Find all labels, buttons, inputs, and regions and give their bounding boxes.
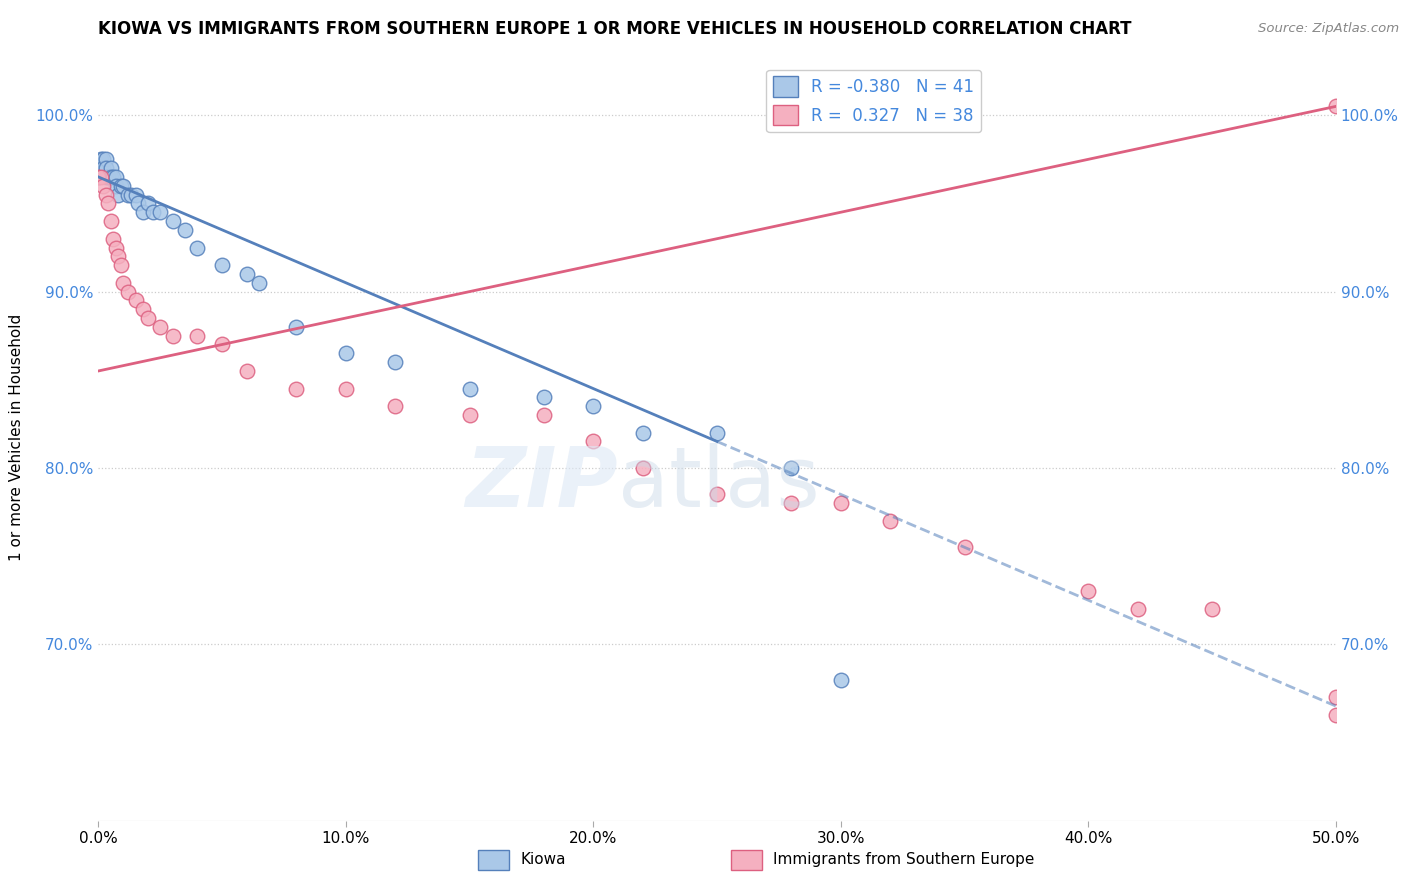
Point	[107, 187, 129, 202]
Legend: R = -0.380   N = 41, R =  0.327   N = 38: R = -0.380 N = 41, R = 0.327 N = 38	[766, 70, 981, 132]
Point	[533, 408, 555, 422]
Point	[124, 293, 146, 308]
Point	[780, 496, 803, 510]
Point	[1324, 690, 1347, 705]
Point	[90, 169, 112, 184]
Point	[285, 319, 308, 334]
Point	[112, 178, 135, 193]
Point	[186, 328, 208, 343]
Point	[93, 178, 115, 193]
Point	[1324, 99, 1347, 113]
Point	[174, 223, 197, 237]
Point	[384, 355, 406, 369]
Point	[953, 541, 976, 555]
Text: ZIP: ZIP	[465, 442, 619, 524]
Point	[285, 382, 308, 396]
Point	[582, 399, 605, 413]
Point	[136, 311, 159, 326]
Point	[458, 408, 481, 422]
Point	[104, 178, 127, 193]
Point	[533, 391, 555, 405]
Point	[458, 382, 481, 396]
Point	[120, 187, 142, 202]
Point	[211, 258, 233, 272]
Point	[149, 205, 172, 219]
Point	[107, 249, 129, 263]
Point	[94, 187, 117, 202]
Point	[112, 276, 135, 290]
Text: Source: ZipAtlas.com: Source: ZipAtlas.com	[1258, 22, 1399, 36]
Point	[335, 382, 357, 396]
Point	[117, 285, 139, 299]
Point	[1077, 584, 1099, 599]
Point	[149, 319, 172, 334]
Point	[100, 161, 122, 176]
Point	[631, 425, 654, 440]
Point	[186, 240, 208, 254]
Point	[335, 346, 357, 360]
Point	[94, 153, 117, 167]
Point	[94, 161, 117, 176]
Point	[780, 461, 803, 475]
Point	[110, 178, 132, 193]
Point	[90, 161, 112, 176]
Text: atlas: atlas	[619, 442, 820, 524]
Point	[631, 461, 654, 475]
Point	[1324, 707, 1347, 722]
Point	[97, 196, 120, 211]
Point	[136, 196, 159, 211]
Point	[124, 187, 146, 202]
Point	[127, 196, 149, 211]
Point	[87, 169, 110, 184]
Point	[104, 169, 127, 184]
Point	[830, 673, 852, 687]
Point	[87, 169, 110, 184]
Point	[94, 169, 117, 184]
Point	[100, 169, 122, 184]
Text: Immigrants from Southern Europe: Immigrants from Southern Europe	[773, 853, 1035, 867]
Point	[90, 153, 112, 167]
Point	[236, 364, 259, 378]
Point	[879, 514, 901, 528]
Point	[103, 232, 125, 246]
Point	[706, 425, 728, 440]
Y-axis label: 1 or more Vehicles in Household: 1 or more Vehicles in Household	[10, 313, 24, 561]
Point	[1126, 602, 1149, 616]
Point	[104, 240, 127, 254]
Point	[582, 434, 605, 449]
Point	[142, 205, 165, 219]
Text: KIOWA VS IMMIGRANTS FROM SOUTHERN EUROPE 1 OR MORE VEHICLES IN HOUSEHOLD CORRELA: KIOWA VS IMMIGRANTS FROM SOUTHERN EUROPE…	[98, 21, 1132, 38]
Point	[162, 328, 184, 343]
Point	[384, 399, 406, 413]
Point	[1201, 602, 1223, 616]
Point	[830, 496, 852, 510]
Point	[211, 337, 233, 351]
Text: Kiowa: Kiowa	[520, 853, 565, 867]
Point	[162, 214, 184, 228]
Point	[110, 258, 132, 272]
Point	[132, 302, 155, 317]
Point	[97, 169, 120, 184]
Point	[103, 169, 125, 184]
Point	[93, 153, 115, 167]
Point	[117, 187, 139, 202]
Point	[236, 267, 259, 281]
Point	[93, 161, 115, 176]
Point	[706, 487, 728, 501]
Point	[100, 214, 122, 228]
Point	[247, 276, 270, 290]
Point	[132, 205, 155, 219]
